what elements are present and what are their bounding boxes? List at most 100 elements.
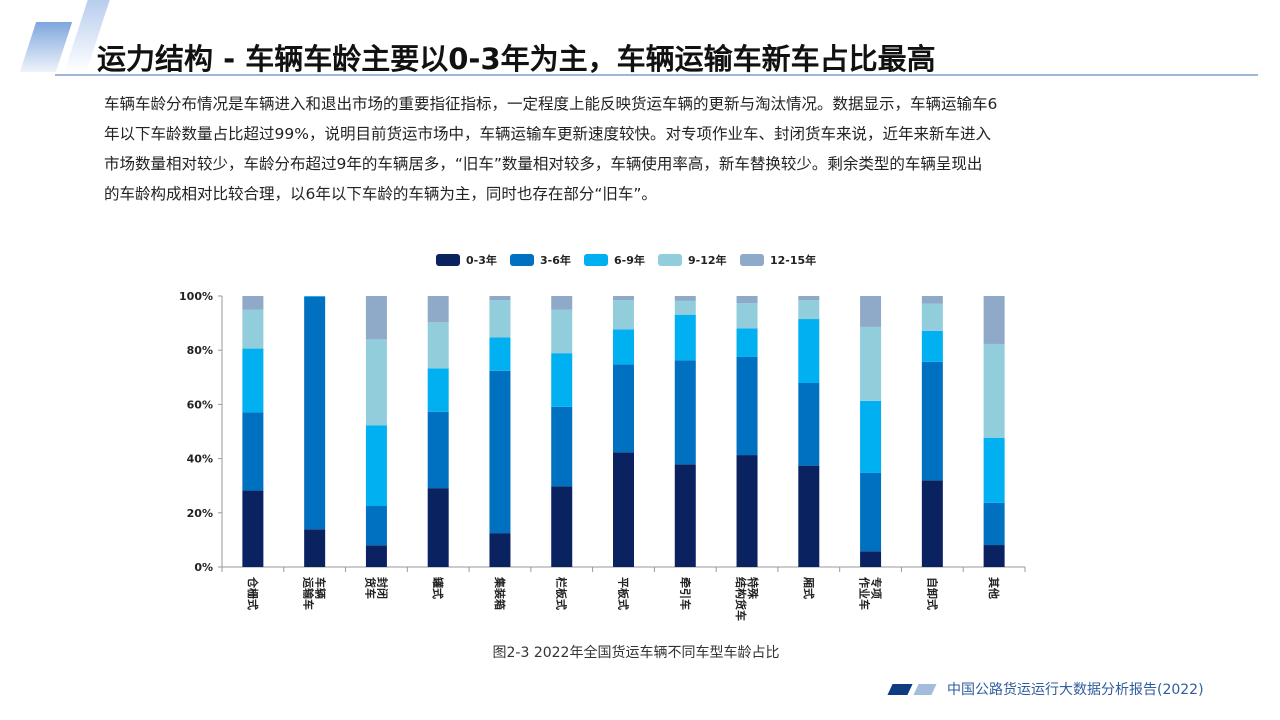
bar-segment [674, 314, 696, 361]
y-tick-label: 40% [187, 453, 213, 466]
x-tick-label-line: 特殊 [746, 577, 760, 600]
x-tick-label-line: 专项 [870, 577, 884, 599]
legend-label: 3-6年 [540, 253, 571, 267]
x-tick-label-line: 其他 [987, 577, 1001, 599]
bar-segment [798, 319, 820, 383]
bar-segment [365, 296, 387, 340]
title-divider [55, 74, 1258, 76]
bar-segment [365, 506, 387, 546]
x-tick-label: 封闭货车 [363, 576, 389, 599]
bar-segment [983, 545, 1005, 567]
chart-caption-text: 图2-3 2022年全国货运车辆不同车型车龄占比 [492, 645, 780, 661]
x-tick-label-line: 厢式 [802, 577, 816, 599]
bar-segment [983, 438, 1005, 503]
x-tick-label-line: 自卸式 [925, 577, 939, 610]
report-name: 中国公路货运运行大数据分析报告(2022) [947, 682, 1204, 698]
legend-swatch [436, 254, 460, 266]
y-tick-label: 0% [194, 561, 213, 574]
bar-segment [304, 296, 326, 297]
x-tick-label-line: 车辆 [314, 577, 328, 599]
bar-segment [798, 300, 820, 320]
bar-segment [551, 296, 573, 310]
bar-segment [427, 368, 449, 412]
bar-segment [427, 488, 449, 567]
bar-segment [921, 361, 943, 481]
bar-segment [489, 533, 511, 567]
x-tick-label: 牵引车 [678, 577, 692, 610]
chart-caption: 图2-3 2022年全国货运车辆不同车型车龄占比 [0, 642, 1280, 662]
bar-segment [551, 406, 573, 487]
bar-segment [736, 455, 758, 567]
x-tick-label-line: 货车 [363, 576, 377, 599]
y-tick-label: 20% [187, 507, 213, 520]
bar-segment [921, 330, 943, 362]
bar-segment [674, 300, 696, 315]
y-tick-label: 80% [187, 344, 213, 357]
paragraph-line: 市场数量相对较少，车龄分布超过9年的车辆居多，“旧车”数量相对较多，车辆使用率高… [104, 155, 983, 173]
x-tick-label: 厢式 [802, 577, 816, 599]
bar-segment [798, 465, 820, 567]
bar-segment [674, 360, 696, 465]
bar-segment [613, 452, 634, 567]
legend-swatch [510, 254, 534, 266]
bar-segment [736, 303, 758, 329]
bar-segment [365, 339, 387, 426]
x-tick-label-line: 作业车 [858, 577, 872, 610]
x-tick-label: 其他 [987, 577, 1001, 599]
bar-segment [304, 296, 326, 530]
legend-label: 12-15年 [770, 253, 816, 267]
bar-segment [736, 356, 758, 456]
body-paragraph: 车辆车龄分布情况是车辆进入和退出市场的重要指征指标，一定程度上能反映货运车辆的更… [104, 89, 1204, 209]
bar-segment [860, 326, 882, 401]
bar-segment [242, 348, 264, 413]
bar-segment [983, 296, 1005, 344]
y-tick-label: 100% [179, 290, 213, 303]
bar-segment [365, 545, 387, 567]
x-tick-label-line: 平板式 [617, 577, 631, 610]
bar-segment [551, 309, 573, 354]
bar-segment [427, 322, 449, 369]
x-tick-label: 自卸式 [925, 577, 939, 610]
footer-logo-bar [887, 683, 913, 695]
bar-segment [983, 502, 1005, 546]
bar-segment [365, 425, 387, 507]
x-tick-label-line: 仓栅式 [246, 576, 260, 610]
bar-segment [860, 472, 882, 552]
bar-segment [489, 300, 511, 338]
x-tick-label-line: 罐式 [431, 576, 445, 599]
bar-segment [798, 382, 820, 466]
legend-swatch [658, 254, 682, 266]
x-tick-label: 特殊结构货车 [734, 576, 760, 621]
x-tick-label-line: 结构货车 [734, 576, 748, 621]
footer: 中国公路货运运行大数据分析报告(2022) [887, 679, 1204, 699]
bar-segment [613, 329, 634, 365]
paragraph-line: 车辆车龄分布情况是车辆进入和退出市场的重要指征指标，一定程度上能反映货运车辆的更… [104, 95, 998, 113]
x-tick-label: 专项作业车 [858, 577, 884, 610]
y-tick-label: 60% [187, 398, 213, 411]
x-tick-label: 车辆运输车 [302, 577, 328, 610]
bar-segment [983, 343, 1005, 439]
bar-segment [427, 411, 449, 489]
paragraph-line: 年以下车龄数量占比超过99%，说明目前货运市场中，车辆运输车更新速度较快。对专项… [104, 125, 991, 143]
bar-segment [242, 296, 264, 310]
bar-segment [613, 364, 634, 453]
bar-segment [921, 480, 943, 567]
bar-segment [551, 486, 573, 567]
x-tick-label-line: 封闭 [375, 577, 389, 599]
x-tick-label-line: 栏板式 [555, 577, 569, 610]
bar-segment [921, 296, 943, 304]
bar-segment [921, 303, 943, 331]
bar-segment [427, 296, 449, 323]
x-tick-label: 仓栅式 [246, 576, 260, 610]
bar-segment [860, 551, 882, 567]
bar-segment [489, 337, 511, 371]
footer-logo-bar [913, 683, 937, 695]
x-tick-label: 集装箱 [493, 576, 507, 610]
page-title: 运力结构 - 车辆车龄主要以0-3年为主，车辆运输车新车占比最高 [97, 42, 936, 76]
legend-label: 6-9年 [614, 253, 645, 267]
bar-segment [674, 296, 696, 301]
legend-label: 9-12年 [688, 253, 727, 267]
bar-segment [613, 300, 634, 330]
bar-segment [798, 296, 820, 301]
